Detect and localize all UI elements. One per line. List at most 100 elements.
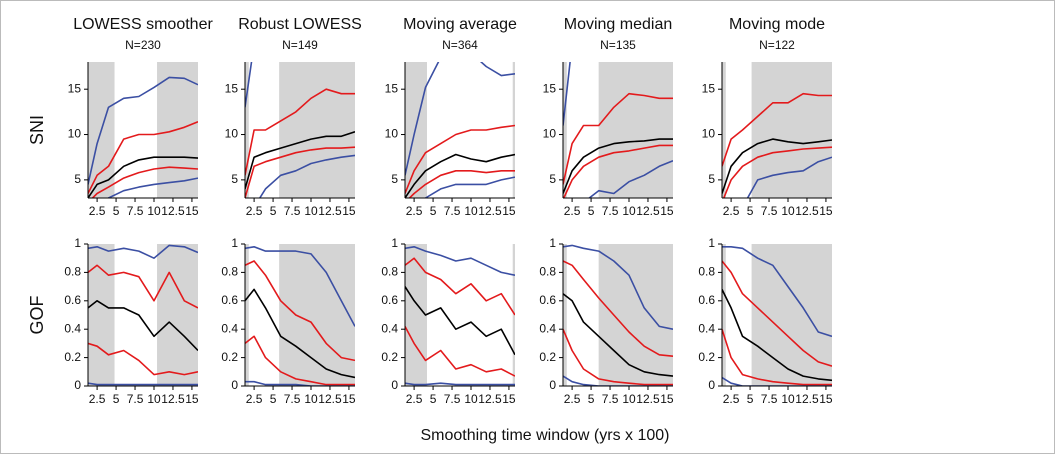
y-axis-label: GOF [27,295,47,334]
y-axis-label: SNI [27,115,47,145]
y-tick-label: 15 [543,81,557,95]
x-tick-label: 10 [147,392,161,406]
line [563,293,673,377]
x-tick-label: 7.5 [284,204,301,218]
x-tick-label: 2.5 [564,392,581,406]
y-tick-label: 0.2 [698,350,715,364]
x-tick-label: 10 [464,392,478,406]
line [563,138,673,194]
x-tick-label: 7.5 [284,392,301,406]
line [405,153,515,198]
line [746,156,832,198]
x-tick-label: 5 [747,392,754,406]
x-tick-label: 15 [660,204,674,218]
x-tick-label: 12.5 [161,392,185,406]
shaded-region [245,62,249,198]
x-tick-label: 2.5 [246,392,263,406]
x-tick-label: 2.5 [246,204,263,218]
x-tick-label: 2.5 [89,392,106,406]
y-tick-label: 0.8 [698,265,715,279]
y-tick-label: 5 [231,172,238,186]
x-tick-label: 10 [304,392,318,406]
line [88,264,198,309]
line [88,382,198,386]
x-tick-label: 5 [270,392,277,406]
x-tick-label: 5 [747,204,754,218]
line [405,286,515,356]
x-tick-label: 5 [588,204,595,218]
shaded-region [751,62,832,198]
line [563,260,673,357]
shaded-region [157,244,198,386]
x-tick-label: 7.5 [444,392,461,406]
panel [245,244,355,386]
y-tick-label: 5 [391,172,398,186]
shaded-region [405,244,427,386]
x-tick-label: 12.5 [795,204,819,218]
y-tick-label: 1 [708,236,715,250]
shaded-region [563,244,567,386]
x-tick-label: 5 [270,204,277,218]
shaded-region [88,244,115,386]
y-tick-label: 0 [74,378,81,392]
line [245,380,355,386]
x-tick-label: 2.5 [406,204,423,218]
y-tick-label: 0.6 [539,293,556,307]
line [424,176,515,198]
line [107,177,198,198]
line [563,144,673,198]
line [405,326,515,377]
x-tick-label: 15 [185,392,199,406]
x-tick-label: 15 [660,392,674,406]
panel [722,244,832,386]
panel [88,244,198,386]
line [88,342,198,376]
panel-title: Moving mode [729,16,825,33]
y-tick-label: 10 [68,127,82,141]
y-tick-label: 0.8 [64,265,81,279]
y-tick-label: 0.4 [221,321,238,335]
y-tick-label: 0 [708,378,715,392]
line [405,246,515,276]
y-tick-label: 0.6 [221,293,238,307]
y-tick-label: 5 [74,172,81,186]
x-tick-label: 5 [430,392,437,406]
x-tick-label: 7.5 [444,204,461,218]
panel [88,62,198,198]
shaded-region [722,244,726,386]
shaded-region [512,62,515,198]
y-tick-label: 0.2 [381,350,398,364]
y-tick-label: 0.4 [381,321,398,335]
y-tick-label: 0.6 [698,293,715,307]
y-tick-label: 1 [391,236,398,250]
line [722,289,832,382]
x-tick-label: 15 [819,204,833,218]
panel-title: LOWESS smoother [73,16,213,33]
panel-subtitle: N=149 [282,38,318,52]
y-tick-label: 0.4 [539,321,556,335]
line [258,154,355,198]
x-tick-label: 7.5 [602,204,619,218]
line [722,328,832,386]
y-tick-label: 10 [225,127,239,141]
x-tick-label: 5 [113,392,120,406]
line [245,88,355,176]
y-tick-label: 10 [702,127,716,141]
line [91,166,198,198]
x-tick-label: 15 [502,392,516,406]
line [88,76,198,185]
line [563,92,673,185]
panel-subtitle: N=230 [125,38,161,52]
line [245,288,355,379]
shaded-region [751,244,832,386]
panel [563,244,673,386]
line [245,146,355,198]
y-tick-label: 0.4 [698,321,715,335]
line [245,260,355,362]
line [722,138,832,194]
y-tick-label: 0.2 [539,350,556,364]
y-tick-label: 0.6 [64,293,81,307]
shaded-region [598,244,673,386]
panel-title: Moving average [403,16,517,33]
x-tick-label: 2.5 [406,392,423,406]
